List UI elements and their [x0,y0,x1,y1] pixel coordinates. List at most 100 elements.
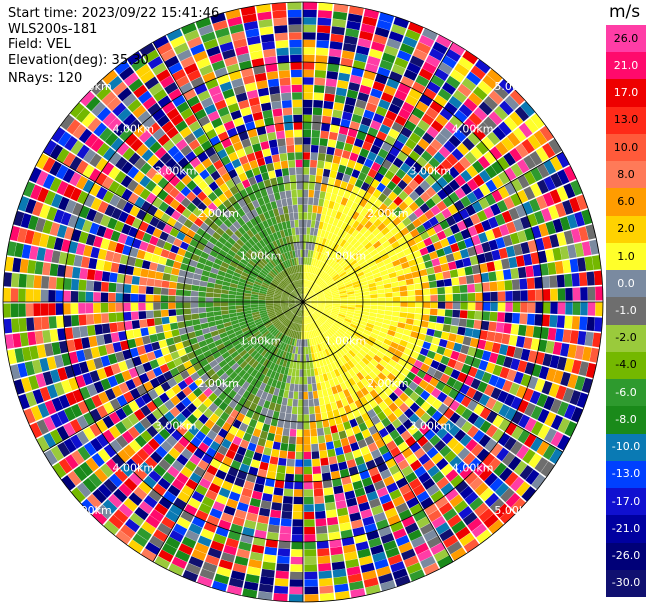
range-gate [297,296,303,302]
range-gate [325,256,332,265]
range-gate [166,360,177,370]
range-gate [308,281,312,289]
range-gate [492,364,503,377]
range-gate [458,123,472,137]
range-gate [379,493,392,505]
range-gate [393,245,403,254]
range-gate [378,401,388,411]
range-gate [304,541,316,550]
range-gate [414,289,423,296]
range-gate [549,275,558,288]
range-gate [461,421,473,434]
range-gate [352,480,364,490]
range-gate [489,281,498,292]
range-gate [429,315,438,323]
range-gate [335,171,344,181]
range-gate [550,172,563,188]
range-gate [259,94,271,104]
range-gate [320,325,327,333]
range-gate [340,197,349,206]
range-gate [199,568,215,580]
range-gate [505,492,521,508]
range-gate [321,342,327,350]
range-gate [260,391,269,400]
range-gate [531,421,544,436]
range-gate [373,137,384,148]
range-gate [303,302,309,308]
range-gate [303,302,311,304]
range-gate [289,579,303,587]
range-gate [387,249,397,258]
range-gate [310,159,318,168]
range-gate [161,280,170,288]
range-gate [325,297,333,300]
range-gate [190,296,199,302]
range-gate [258,308,267,312]
range-gate [218,249,228,257]
range-gate [209,153,220,164]
range-gate [332,377,340,386]
range-gate [459,156,472,169]
range-gate [303,309,306,317]
range-gate [228,380,237,390]
range-gate [153,89,168,102]
range-gate [218,213,228,223]
azimuth-spoke [302,41,454,303]
range-gate [225,449,236,460]
range-gate [336,267,344,274]
range-gate [285,190,292,199]
range-gate [280,299,289,302]
range-gate [483,116,497,131]
range-gate [472,429,485,443]
range-gate [309,295,317,299]
range-gate [479,330,488,340]
range-gate [335,245,343,254]
range-gate [406,342,415,351]
range-gate [163,353,173,363]
range-gate [287,9,302,18]
range-gate [439,445,452,458]
range-gate [63,184,76,199]
range-gate [133,124,147,138]
range-gate [145,294,154,302]
range-gate [269,327,277,334]
range-gate [251,306,259,311]
range-gate [265,360,273,369]
range-gate [293,290,299,297]
range-gate [307,331,311,339]
range-gate [208,212,218,222]
range-gate [170,163,182,175]
range-gate [454,429,467,442]
range-gate [457,240,467,251]
range-gate [333,102,345,112]
range-gate [511,425,524,440]
range-gate [53,237,64,251]
range-gate [250,349,258,358]
range-gate [180,145,192,157]
range-gate [185,442,198,454]
range-gate [409,569,425,582]
range-gate [75,175,89,190]
range-gate [308,398,314,407]
range-gate [296,361,300,370]
range-gate [413,207,424,218]
range-ring-label: 4.00km [113,462,155,475]
range-gate [341,275,350,282]
range-gate [403,232,413,242]
range-gate [407,424,419,436]
range-gate [316,540,329,549]
range-gate [433,151,446,164]
range-gate [451,277,460,286]
range-gate [98,345,108,357]
range-gate [306,257,310,265]
range-gate [358,349,367,357]
range-gate [160,381,171,392]
range-gate [436,427,448,440]
range-gate [163,411,175,423]
range-gate [114,170,127,184]
range-gate [312,205,318,214]
range-gate [103,520,119,535]
range-gate [288,297,296,301]
range-gate [391,24,407,36]
range-gate [542,353,553,367]
